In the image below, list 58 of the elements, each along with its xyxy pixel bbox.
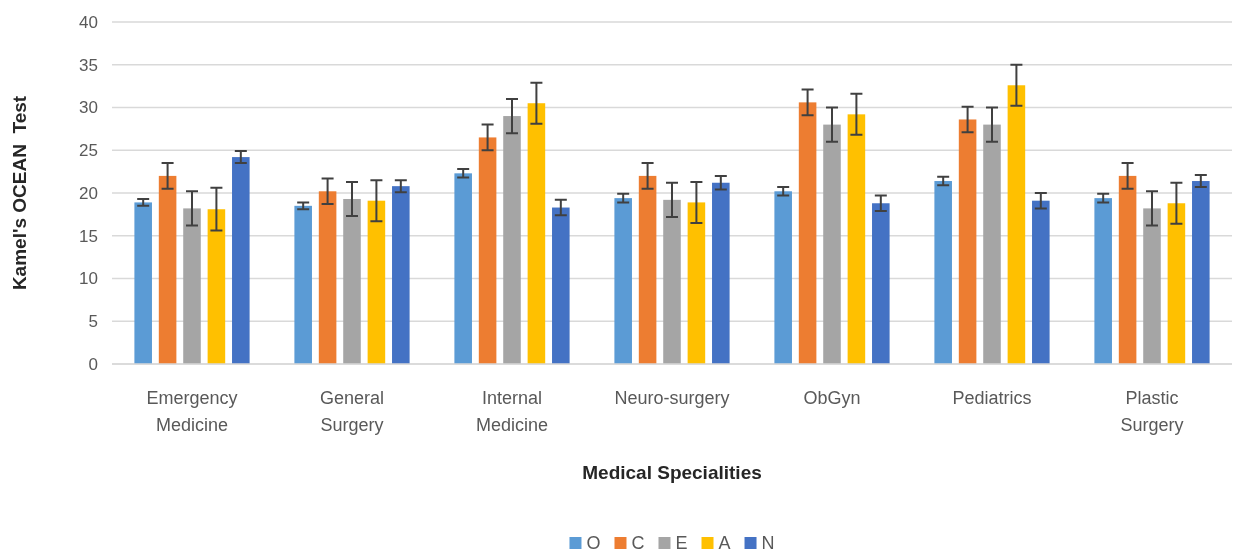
x-tick-label: Emergency Medicine: [146, 388, 238, 435]
bar: [294, 205, 312, 364]
x-tick-label: Pediatrics: [952, 388, 1032, 408]
bar: [958, 119, 977, 364]
y-tick-label: 0: [88, 354, 98, 374]
bar: [232, 157, 250, 364]
bar: [712, 182, 730, 364]
bar: [638, 175, 657, 364]
bar: [454, 173, 472, 364]
y-tick-label: 15: [79, 226, 98, 246]
y-tick-label: 5: [88, 312, 98, 332]
y-axis-title: Kamel's OCEAN Test: [9, 95, 30, 291]
y-tick-label: 30: [79, 98, 98, 118]
bar: [1167, 203, 1186, 364]
bar: [983, 124, 1001, 364]
bar: [134, 202, 152, 364]
x-tick-label: Internal Medicine: [475, 388, 549, 435]
bar: [774, 191, 792, 364]
x-tick-label: Neuro-surgery: [614, 388, 730, 408]
bar: [934, 181, 952, 364]
x-tick-label: General Surgery: [319, 388, 385, 435]
legend-label: A: [718, 533, 731, 553]
bar: [798, 102, 817, 364]
bar: [158, 175, 177, 364]
x-tick-label: Plastic Surgery: [1120, 388, 1184, 435]
bar: [1192, 181, 1210, 364]
bar: [478, 137, 497, 364]
bar: [872, 203, 890, 364]
bar: [503, 116, 521, 364]
legend-label: N: [761, 533, 775, 553]
y-tick-label: 10: [79, 269, 98, 289]
y-tick-label: 25: [79, 141, 98, 161]
bar: [663, 199, 681, 364]
legend-label: C: [631, 533, 645, 553]
x-axis-title: Medical Specialities: [582, 462, 762, 483]
bar: [823, 124, 841, 364]
legend-label: E: [675, 533, 688, 553]
bar: [367, 200, 386, 364]
y-tick-label: 35: [79, 55, 98, 75]
bar: [1007, 85, 1026, 364]
y-tick-label: 40: [79, 12, 98, 32]
bar: [207, 209, 226, 364]
bar: [1118, 175, 1137, 364]
y-tick-label: 20: [79, 183, 98, 203]
bar: [614, 198, 632, 364]
bar: [1032, 200, 1050, 364]
bar: [847, 114, 866, 364]
bar: [343, 198, 361, 364]
bar: [392, 186, 410, 364]
bar: [1094, 198, 1112, 364]
x-tick-label: ObGyn: [803, 388, 861, 408]
bar: [1143, 208, 1161, 364]
bar: [552, 207, 570, 364]
legend-label: O: [586, 533, 601, 553]
bar: [183, 208, 201, 364]
bar: [527, 103, 546, 364]
bar: [318, 191, 337, 364]
bar: [687, 202, 706, 364]
